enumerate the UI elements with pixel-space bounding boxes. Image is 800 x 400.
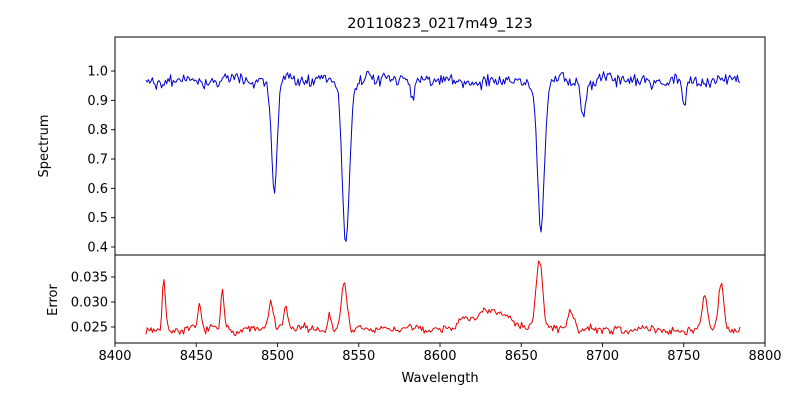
spectrum-line [145, 70, 741, 242]
y-tick-label: 0.6 [87, 182, 108, 197]
error-line [145, 260, 741, 337]
y-tick-label: 0.7 [87, 153, 108, 168]
error-axes: 0.025 0.030 0.035 8400 8450 8500 8550 8600 8650 8… [71, 254, 782, 364]
error-y-axis-label: Error [46, 284, 61, 316]
x-tick-label: 8500 [261, 349, 294, 364]
axes-layer: 0.4 0.5 0.6 0.7 0.8 0.9 1.0 0.025 0.030 0.035 8400… [71, 36, 782, 364]
x-tick-label: 8700 [586, 349, 619, 364]
y-tick-label: 1.0 [87, 65, 108, 80]
y-tick-label: 0.4 [87, 240, 108, 255]
y-tick-label: 0.5 [87, 211, 108, 226]
y-tick-label: 0.9 [87, 94, 108, 109]
chart-title: 20110823_0217m49_123 [347, 16, 532, 32]
y-tick-label: 0.025 [71, 321, 108, 336]
y-tick-label: 0.035 [71, 271, 108, 286]
spectrum-spines [114, 36, 766, 256]
x-tick-label: 8750 [667, 349, 700, 364]
spectrum-y-axis-label: Spectrum [37, 115, 52, 178]
x-tick-label: 8600 [423, 349, 456, 364]
x-tick-label: 8800 [748, 349, 781, 364]
x-axis-label: Wavelength [401, 371, 478, 386]
x-tick-label: 8550 [342, 349, 375, 364]
y-tick-label: 0.030 [71, 296, 108, 311]
x-tick-label: 8450 [180, 349, 213, 364]
x-tick-label: 8650 [505, 349, 538, 364]
y-tick-label: 0.8 [87, 123, 108, 138]
x-tick-label: 8400 [98, 349, 131, 364]
spectrum-axes: 0.4 0.5 0.6 0.7 0.8 0.9 1.0 [87, 36, 766, 256]
